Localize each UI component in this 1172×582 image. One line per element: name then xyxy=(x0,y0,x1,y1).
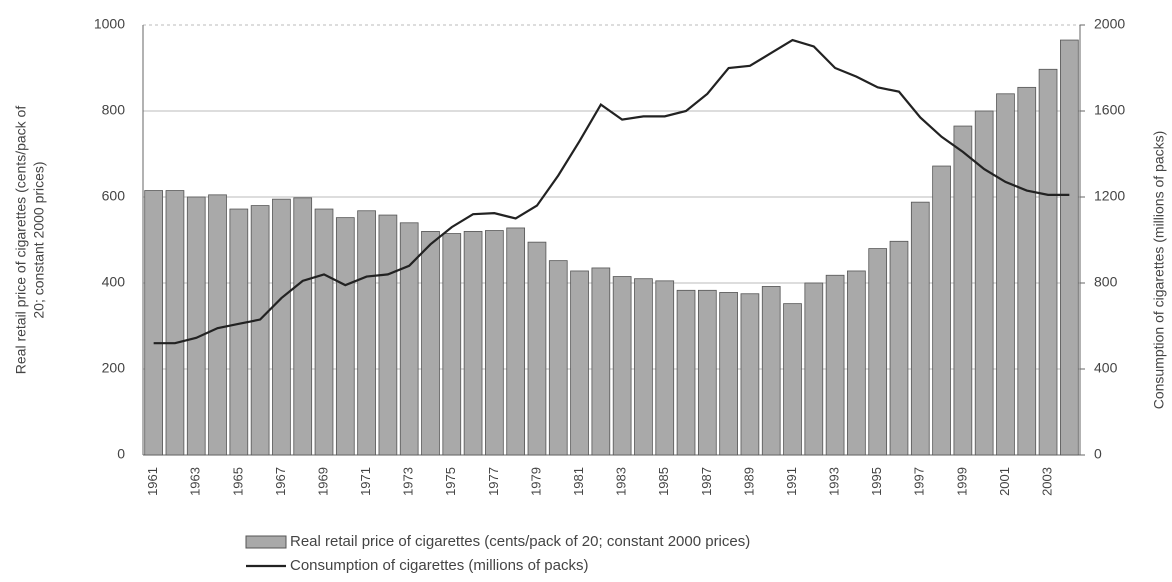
legend-swatch xyxy=(245,535,287,549)
bar xyxy=(399,222,419,456)
y-tick-label: 800 xyxy=(102,102,126,118)
bar xyxy=(335,217,355,456)
x-tick-label: 1961 xyxy=(145,467,160,496)
bar xyxy=(1017,86,1037,456)
x-tick-label: 1969 xyxy=(315,467,330,496)
x-tick-label: 1977 xyxy=(486,467,501,496)
bar xyxy=(186,196,206,456)
y-tick-label: 200 xyxy=(102,360,126,376)
x-tick-label: 1983 xyxy=(614,467,629,496)
bar xyxy=(953,125,973,456)
y2-tick-label: 1600 xyxy=(1094,102,1125,118)
bar xyxy=(527,241,547,456)
x-tick-label: 1987 xyxy=(699,467,714,496)
x-tick-label: 1965 xyxy=(230,467,245,496)
bar xyxy=(868,248,888,456)
bar xyxy=(676,289,696,456)
line xyxy=(153,38,1070,345)
x-tick-label: 1975 xyxy=(443,467,458,496)
x-tick-label: 1985 xyxy=(656,467,671,496)
x-tick-label: 1973 xyxy=(401,467,416,496)
bar xyxy=(697,289,717,456)
y-axis-label: 20; constant 2000 prices) xyxy=(31,161,47,318)
y-tick-label: 1000 xyxy=(94,16,125,32)
bar xyxy=(1038,68,1058,456)
y2-tick-label: 0 xyxy=(1094,446,1102,462)
x-tick-label: 1991 xyxy=(784,467,799,496)
x-tick-label: 2001 xyxy=(997,467,1012,496)
x-tick-label: 1993 xyxy=(827,467,842,496)
legend-label: Real retail price of cigarettes (cents/p… xyxy=(290,533,750,550)
bar xyxy=(357,210,376,456)
y-tick-label: 400 xyxy=(102,274,126,290)
x-tick-label: 1999 xyxy=(954,467,969,496)
x-tick-label: 1963 xyxy=(188,467,203,496)
bar xyxy=(591,267,611,456)
bar xyxy=(165,190,185,456)
x-tick-label: 1989 xyxy=(741,467,756,496)
bar xyxy=(910,201,930,456)
bar xyxy=(825,274,845,456)
bar xyxy=(612,276,632,456)
bar xyxy=(378,214,398,456)
y-axis-label: Real retail price of cigarettes (cents/p… xyxy=(13,106,29,375)
bar xyxy=(229,208,249,456)
x-tick-label: 2003 xyxy=(1039,467,1054,496)
y2-tick-label: 400 xyxy=(1094,360,1118,376)
bar xyxy=(634,278,653,456)
bar xyxy=(272,198,291,456)
bar xyxy=(548,260,568,456)
bar xyxy=(570,270,589,456)
y-tick-label: 0 xyxy=(117,446,125,462)
bar xyxy=(1060,39,1079,456)
bar xyxy=(506,227,526,456)
bar xyxy=(804,282,824,456)
bar xyxy=(974,110,994,456)
bar xyxy=(996,93,1015,456)
bar xyxy=(485,230,504,456)
bar xyxy=(783,303,802,456)
x-tick-label: 1979 xyxy=(528,467,543,496)
y2-tick-label: 800 xyxy=(1094,274,1118,290)
bar xyxy=(463,230,483,456)
y-tick-label: 600 xyxy=(102,188,126,204)
bar xyxy=(932,165,951,456)
bar xyxy=(889,240,909,456)
y2-tick-label: 1200 xyxy=(1094,188,1125,204)
bar xyxy=(740,293,760,456)
y2-axis-label: Consumption of cigarettes (millions of p… xyxy=(1151,131,1167,410)
bar xyxy=(442,233,462,456)
bar xyxy=(314,208,334,456)
x-tick-label: 1971 xyxy=(358,467,373,496)
bar xyxy=(847,270,866,456)
x-tick-label: 1967 xyxy=(273,467,288,496)
bar xyxy=(421,230,440,456)
bar xyxy=(250,205,270,456)
bar xyxy=(761,286,781,456)
bar xyxy=(208,194,227,456)
bar xyxy=(293,197,313,456)
x-tick-label: 1981 xyxy=(571,467,586,496)
y2-tick-label: 2000 xyxy=(1094,16,1125,32)
bar xyxy=(144,190,163,456)
bar xyxy=(655,280,675,456)
x-tick-label: 1997 xyxy=(912,467,927,496)
bar xyxy=(719,292,738,456)
x-tick-label: 1995 xyxy=(869,467,884,496)
legend-label: Consumption of cigarettes (millions of p… xyxy=(290,557,588,574)
